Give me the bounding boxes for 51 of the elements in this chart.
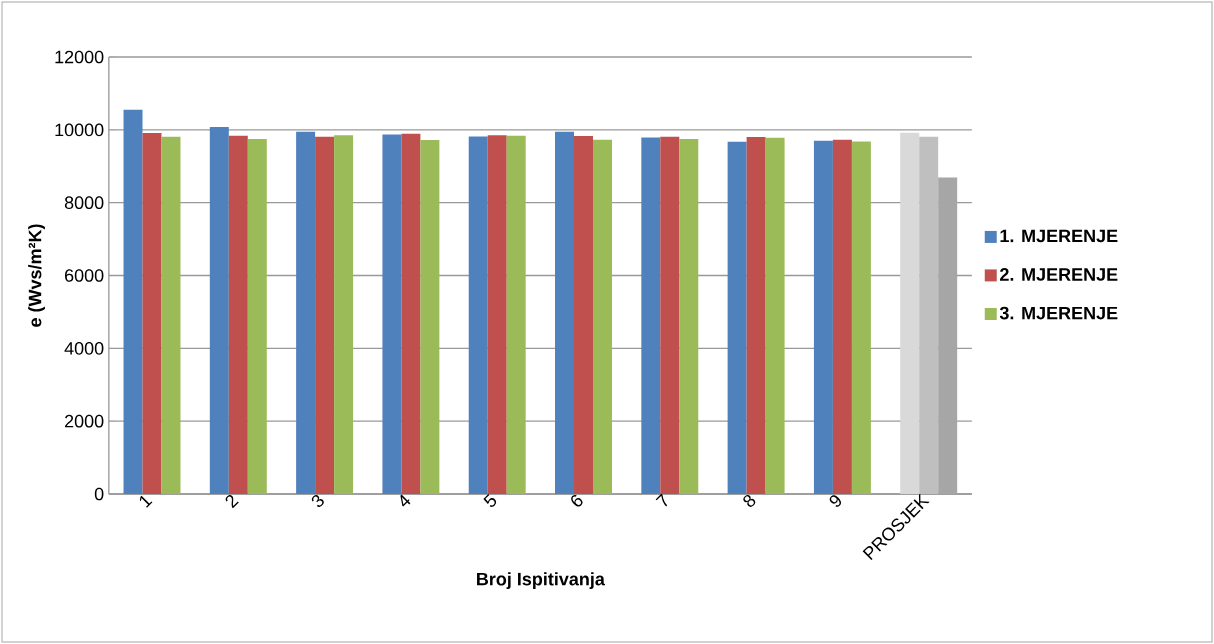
bar [593,139,612,494]
bar [506,135,526,494]
bar [315,136,335,494]
x-axis-title: Broj Ispitivanja [477,572,605,590]
bar [679,138,699,494]
bar [746,137,766,494]
legend-label: 1. MJERENJE [1000,229,1118,243]
legend-label: 3. MJERENJE [999,306,1118,320]
y-axis-title: e (Wvs/m²K) [28,224,45,327]
x-tick-label: 3 [311,494,324,507]
x-tick-label: 1 [139,495,153,508]
bar [832,139,852,494]
x-tick-label: 6 [571,494,583,507]
bar [938,177,958,494]
x-tick-label: 4 [400,494,411,507]
bar [247,138,267,494]
x-tick-label: 5 [483,493,497,507]
bar [660,136,680,494]
x-tick-label: 7 [655,493,668,507]
x-tick-label: 9 [829,495,842,507]
bar [468,136,488,494]
y-tick-label: 0 [94,487,104,501]
bar [142,133,162,494]
bar [401,133,421,494]
bar [420,140,440,494]
y-tick-label: 6000 [65,269,104,282]
bar [123,109,143,494]
bar [765,137,785,494]
bar [574,136,593,494]
bar [813,140,833,494]
bar [209,126,229,494]
bar [382,134,402,494]
bar [851,141,871,494]
bar [727,141,747,494]
y-tick-label: 10000 [55,123,104,137]
bar [641,137,661,494]
x-tick-label: 8 [743,494,756,507]
bar [919,136,939,494]
bar [334,135,354,494]
y-tick-label: 2000 [65,414,104,428]
bar [555,131,575,494]
y-tick-label: 12000 [55,50,104,64]
bar [900,132,920,494]
y-tick-label: 8000 [64,196,104,210]
bar [487,135,507,494]
x-tick-label: 2 [225,495,239,509]
bar [161,136,181,494]
bar [228,135,248,494]
legend-label: 2. MJERENJE [1000,268,1118,281]
y-tick-label: 4000 [64,341,104,355]
bar [296,131,316,494]
